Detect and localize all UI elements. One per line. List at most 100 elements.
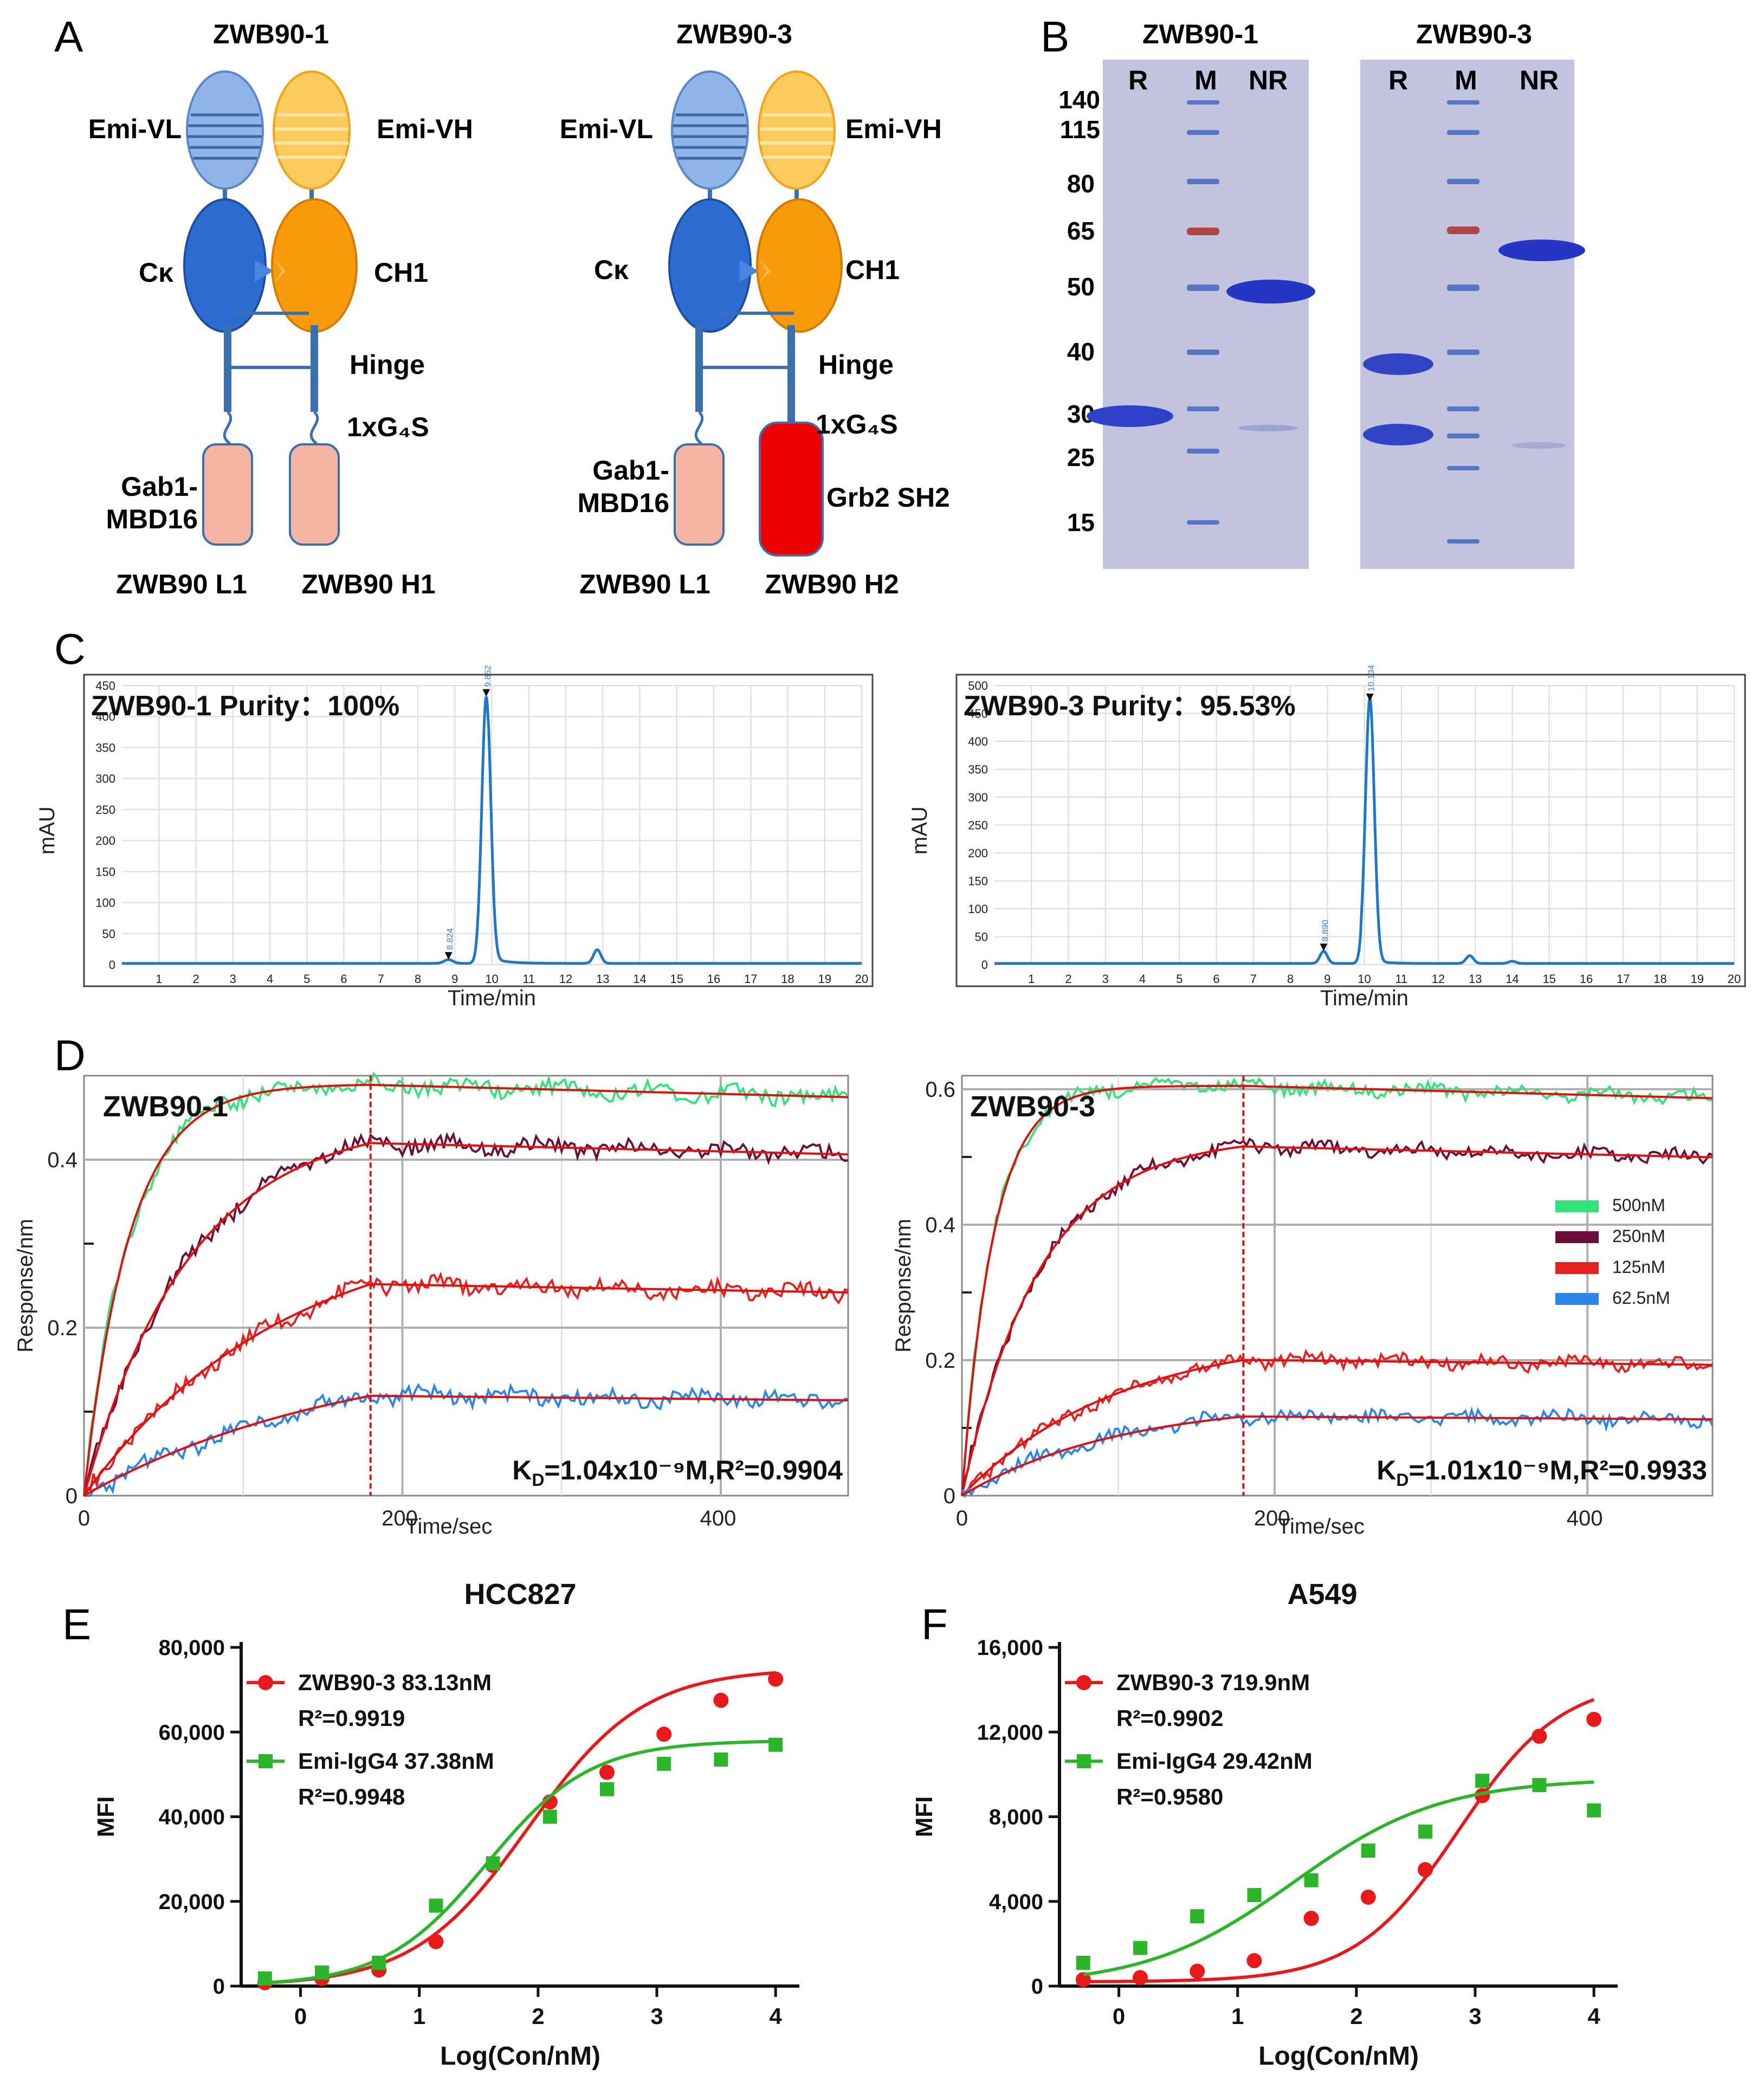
x-tick-label: 5 bbox=[303, 972, 310, 986]
x-tick-label: 12 bbox=[1432, 972, 1445, 986]
x-tick-label: 0 bbox=[294, 2003, 307, 2029]
lane-r-2: R bbox=[1388, 65, 1408, 95]
chromatogram-trace bbox=[122, 696, 862, 965]
chart-title: ZWB90-3 bbox=[970, 1090, 1095, 1123]
x-tick-label: 0 bbox=[78, 1506, 90, 1530]
x-tick-label: 1 bbox=[413, 2003, 425, 2029]
x-tick-label: 2 bbox=[1065, 972, 1071, 986]
data-point-Emi-IgG4 bbox=[1475, 1774, 1490, 1788]
y-tick-label: 300 bbox=[968, 791, 988, 804]
construct-title: ZWB90-1 bbox=[213, 19, 329, 49]
x-tick-label: 11 bbox=[1395, 972, 1407, 986]
x-axis-label: Time/min bbox=[448, 986, 536, 1010]
x-tick-label: 200 bbox=[382, 1506, 418, 1530]
left-chain-label: ZWB90 L1 bbox=[579, 569, 710, 599]
sensorgram-250nM bbox=[961, 1137, 1713, 1496]
mw-marker-labels: 140 115 80 65 50 40 30 25 15 bbox=[1058, 86, 1100, 536]
lane-m-2: M bbox=[1455, 65, 1477, 95]
x-tick-label: 15 bbox=[1543, 972, 1556, 986]
bli-binding-chart-zwb90-3: 0 0.2 0.4 0.6 0 200 400 ZWB90-3 KD=1.01x10⁻⁹M,R²… bbox=[891, 1075, 1714, 1538]
y-tick-label: 250 bbox=[968, 819, 988, 832]
legend-marker-Emi-IgG4 bbox=[259, 1754, 273, 1768]
y-tick-label: 16,000 bbox=[977, 1636, 1043, 1660]
marker-ladder-1 bbox=[1187, 100, 1219, 525]
ch1-label: CH1 bbox=[374, 257, 428, 288]
fit-curve-125nM bbox=[83, 1283, 849, 1497]
marker-ladder-2 bbox=[1447, 100, 1479, 544]
y-tick-label: 0.6 bbox=[925, 1078, 955, 1102]
y-axis-label: Response/nm bbox=[891, 1219, 915, 1353]
data-point-ZWB90-3 bbox=[1075, 1972, 1091, 1988]
left-domain-label-2: MBD16 bbox=[106, 504, 198, 534]
data-point-Emi-IgG4 bbox=[1190, 1909, 1205, 1924]
x-tick-label: 4 bbox=[267, 972, 273, 986]
x-axis-label: Time/sec bbox=[1277, 1515, 1365, 1538]
emi-vl-label: Emi-VL bbox=[560, 114, 653, 144]
x-tick-label: 13 bbox=[596, 972, 609, 986]
emi-vh-label: Emi-VH bbox=[845, 114, 942, 144]
y-tick-label: 50 bbox=[102, 927, 115, 941]
ck-label: Cκ bbox=[139, 257, 173, 288]
x-tick-label: 19 bbox=[818, 972, 831, 986]
mw-15: 15 bbox=[1067, 508, 1095, 536]
y-tick-label: 0 bbox=[66, 1484, 77, 1508]
fit-curve-ZWB90-3 bbox=[1083, 1698, 1595, 1983]
y-tick-label: 40,000 bbox=[159, 1806, 225, 1829]
mw-50: 50 bbox=[1067, 273, 1095, 301]
data-point-ZWB90-3 bbox=[1246, 1953, 1262, 1969]
data-point-Emi-IgG4 bbox=[1247, 1888, 1262, 1903]
mw-115: 115 bbox=[1060, 115, 1100, 144]
emi-vh-stripes bbox=[760, 113, 833, 159]
legend-swatch-250nM bbox=[1555, 1231, 1599, 1243]
data-point-ZWB90-3 bbox=[1417, 1862, 1433, 1878]
grb2-sh2-domain bbox=[759, 422, 824, 557]
data-point-Emi-IgG4 bbox=[486, 1856, 500, 1871]
legend-label: ZWB90-3 83.13nM bbox=[298, 1670, 492, 1695]
legend-r2: R²=0.9902 bbox=[1116, 1705, 1223, 1731]
right-domain-label: Grb2 SH2 bbox=[826, 482, 950, 513]
peak-marker bbox=[1366, 693, 1374, 701]
data-point-Emi-IgG4 bbox=[657, 1756, 671, 1771]
kd-annotation: KD=1.01x10⁻⁹M,R²=0.9933 bbox=[1377, 1455, 1707, 1490]
emi-vh-stripes bbox=[275, 113, 348, 159]
band-zwb90-3-nonreduced bbox=[1498, 240, 1585, 261]
x-tick-label: 9 bbox=[451, 972, 458, 986]
lane-r-1: R bbox=[1128, 65, 1148, 95]
x-tick-label: 18 bbox=[1653, 972, 1666, 986]
legend: 500nM 250nM 125nM 62.5nM bbox=[1555, 1195, 1670, 1308]
x-tick-label: 20 bbox=[1728, 972, 1741, 986]
construct-zwb90-1: ZWB90-1 Emi-VL Emi-VH Cκ CH1 Hinge 1xG₄S bbox=[88, 19, 473, 599]
band-zwb90-3-reduced-hc bbox=[1363, 353, 1433, 375]
peak-marker bbox=[1320, 943, 1328, 952]
y-tick-label: 0.4 bbox=[925, 1213, 955, 1237]
legend-label: 250nM bbox=[1612, 1226, 1665, 1246]
emi-vl-domain bbox=[671, 70, 749, 190]
y-tick-label: 450 bbox=[968, 707, 988, 721]
ch1-label: CH1 bbox=[845, 255, 900, 285]
x-tick-label: 3 bbox=[230, 972, 236, 986]
left-domain-label-1: Gab1- bbox=[121, 471, 198, 502]
emi-vl-label: Emi-VL bbox=[88, 114, 182, 144]
data-point-Emi-IgG4 bbox=[768, 1737, 783, 1752]
legend-label: 125nM bbox=[1612, 1257, 1665, 1277]
fit-curve-250nM bbox=[961, 1145, 1713, 1496]
legend-marker-ZWB90-3 bbox=[258, 1675, 273, 1690]
left-domain-label-1: Gab1- bbox=[592, 455, 669, 486]
left-domain-label-2: MBD16 bbox=[578, 488, 669, 518]
fit-curve-Emi-IgG4 bbox=[264, 1740, 776, 1984]
y-tick-label: 150 bbox=[95, 865, 115, 878]
band-zwb90-1-faint bbox=[1238, 425, 1298, 431]
y-axis-label: MFI bbox=[93, 1796, 119, 1838]
y-tick-label: 400 bbox=[95, 710, 115, 723]
chart-frame bbox=[955, 674, 1746, 987]
gab1-mbd16-domain bbox=[202, 443, 253, 546]
peak-retention-label: 9.852 bbox=[483, 665, 493, 687]
x-tick-label: 16 bbox=[707, 972, 720, 986]
y-axis-label: mAU bbox=[908, 806, 932, 855]
data-point-ZWB90-3 bbox=[768, 1671, 784, 1687]
y-tick-label: 200 bbox=[968, 846, 988, 860]
mw-65: 65 bbox=[1067, 217, 1095, 245]
ch1-hole bbox=[759, 259, 771, 283]
fit-curve-125nM bbox=[961, 1359, 1713, 1497]
sensorgram-62.5nM bbox=[84, 1382, 849, 1497]
